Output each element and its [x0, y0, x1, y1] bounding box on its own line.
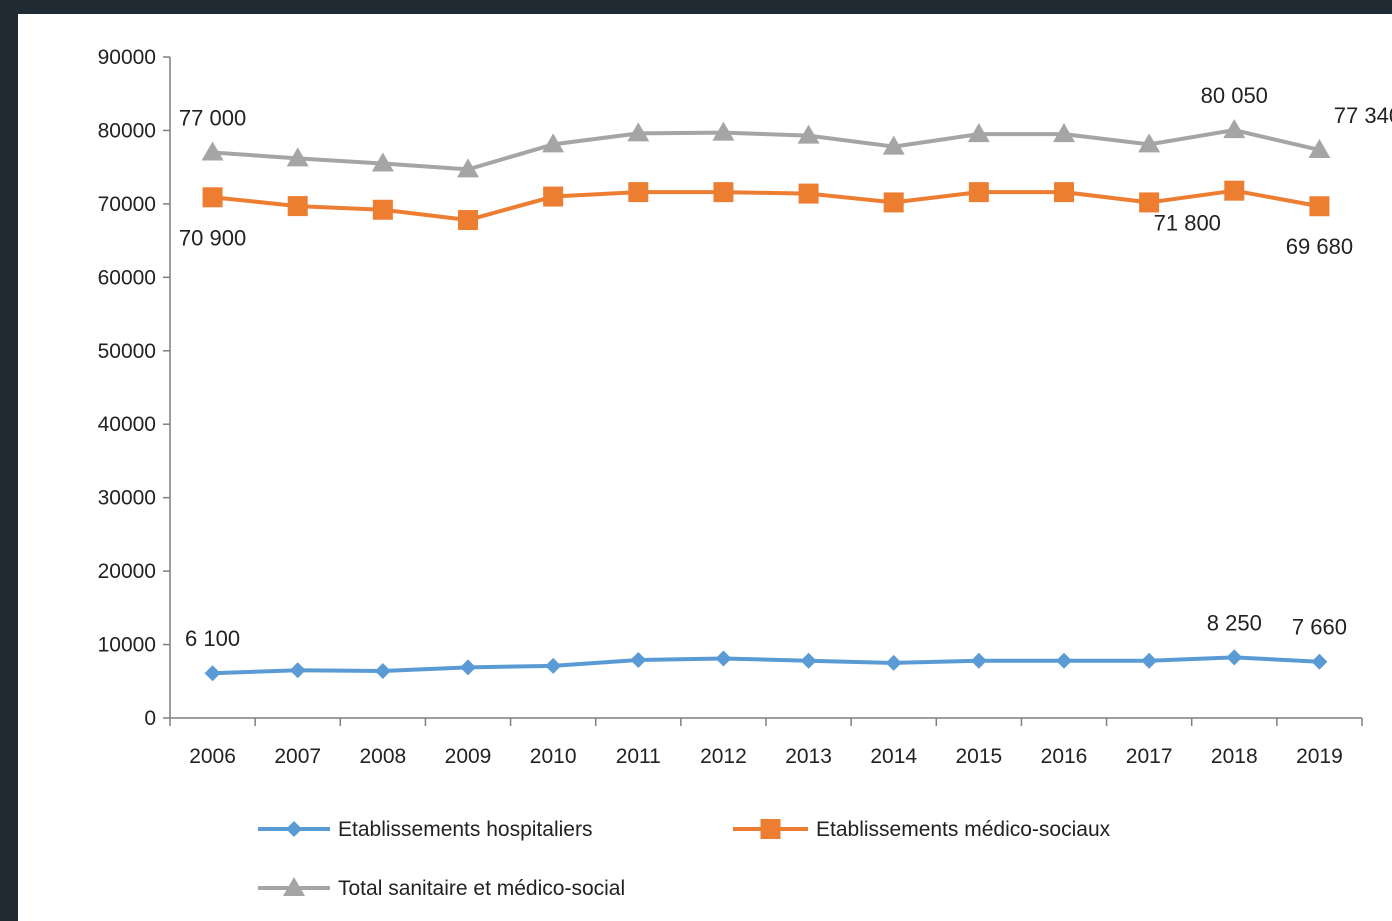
x-tick-label: 2013 — [785, 745, 832, 768]
data-point-hospital — [545, 657, 562, 674]
y-tick-label: 80000 — [98, 119, 156, 142]
series-line-medico — [212, 188, 1320, 223]
x-tick-label: 2014 — [870, 745, 917, 768]
data-point-total — [457, 158, 479, 178]
data-label: 80 050 — [1201, 83, 1268, 108]
series-line-total — [212, 128, 1320, 172]
x-tick-label: 2010 — [530, 745, 577, 768]
y-tick-label: 70000 — [98, 193, 156, 216]
data-point-medico — [458, 210, 478, 231]
data-label: 70 900 — [179, 225, 246, 250]
data-point-hospital — [970, 652, 987, 669]
data-point-total — [1308, 138, 1331, 158]
legend-marker-medico — [760, 819, 781, 839]
data-point-total — [1138, 133, 1161, 153]
data-point-hospital — [1141, 652, 1158, 669]
data-point-hospital — [1226, 649, 1243, 666]
legend-label-total: Total sanitaire et médico-social — [338, 877, 625, 900]
x-tick-label: 2015 — [955, 745, 1002, 768]
data-label: 8 250 — [1207, 610, 1262, 635]
data-point-total — [882, 135, 905, 155]
x-tick-label: 2018 — [1211, 745, 1258, 768]
data-point-medico — [1054, 182, 1074, 203]
data-point-hospital — [630, 651, 647, 668]
data-label: 6 100 — [185, 626, 240, 651]
data-point-medico — [798, 183, 819, 204]
y-tick-label: 40000 — [98, 413, 156, 436]
data-point-hospital — [460, 659, 476, 676]
data-point-medico — [713, 182, 734, 203]
legend-label-medico: Etablissements médico-sociaux — [816, 818, 1111, 841]
data-label: 7 660 — [1292, 615, 1347, 640]
line-chart: 0 10000 20000 30000 40000 50000 60000 70000 8000… — [98, 46, 1392, 900]
data-point-medico — [543, 186, 564, 207]
data-point-medico — [202, 187, 223, 208]
data-point-hospital — [715, 650, 732, 667]
x-tick-label: 2011 — [616, 745, 661, 768]
data-point-total — [1053, 123, 1075, 143]
data-point-medico — [1139, 192, 1160, 213]
data-point-hospital — [1056, 652, 1072, 669]
data-point-medico — [1309, 196, 1330, 217]
y-tick-label: 20000 — [98, 560, 156, 583]
y-tick-label: 10000 — [98, 634, 156, 657]
data-point-medico — [628, 182, 649, 203]
y-tick-label: 30000 — [98, 487, 156, 510]
data-point-medico — [287, 196, 308, 217]
data-point-total — [627, 122, 650, 142]
data-point-hospital — [374, 662, 391, 679]
y-tick-label: 90000 — [98, 46, 156, 69]
y-tick-label: 0 — [144, 707, 156, 730]
legend-marker-hospital — [286, 821, 302, 837]
x-tick-label: 2008 — [359, 745, 406, 768]
x-tick-label: 2017 — [1126, 745, 1173, 768]
x-tick-label: 2019 — [1296, 745, 1343, 768]
data-point-hospital — [1311, 653, 1328, 670]
data-label: 71 800 — [1154, 211, 1221, 236]
data-point-total — [712, 121, 735, 141]
data-point-total — [286, 147, 309, 167]
x-tick-label: 2006 — [189, 745, 236, 768]
data-point-total — [797, 124, 820, 144]
y-tick-label: 50000 — [98, 340, 156, 363]
data-label: 77 340 — [1334, 103, 1392, 128]
y-tick-label: 60000 — [98, 266, 156, 289]
series-line-hospital — [212, 655, 1320, 676]
data-point-medico — [883, 192, 904, 213]
data-point-medico — [1224, 180, 1245, 201]
legend-label-hospital: Etablissements hospitaliers — [338, 818, 592, 841]
data-label: 77 000 — [179, 105, 246, 130]
data-point-total — [1223, 119, 1246, 139]
data-point-hospital — [289, 662, 306, 679]
data-point-hospital — [885, 654, 902, 671]
data-point-medico — [968, 182, 989, 203]
x-tick-label: 2012 — [700, 745, 747, 768]
data-point-hospital — [204, 665, 221, 682]
legend-marker-total — [283, 877, 305, 896]
x-tick-label: 2009 — [445, 745, 492, 768]
data-point-hospital — [800, 652, 817, 669]
chart-frame: 0 10000 20000 30000 40000 50000 60000 70000 8000… — [18, 14, 1392, 921]
data-point-total — [967, 123, 990, 143]
data-point-total — [542, 133, 565, 153]
data-point-medico — [372, 199, 393, 220]
data-point-total — [371, 152, 394, 172]
x-tick-label: 2007 — [274, 745, 321, 768]
x-tick-label: 2016 — [1041, 745, 1088, 768]
data-point-total — [201, 141, 224, 161]
data-label: 69 680 — [1286, 234, 1353, 259]
